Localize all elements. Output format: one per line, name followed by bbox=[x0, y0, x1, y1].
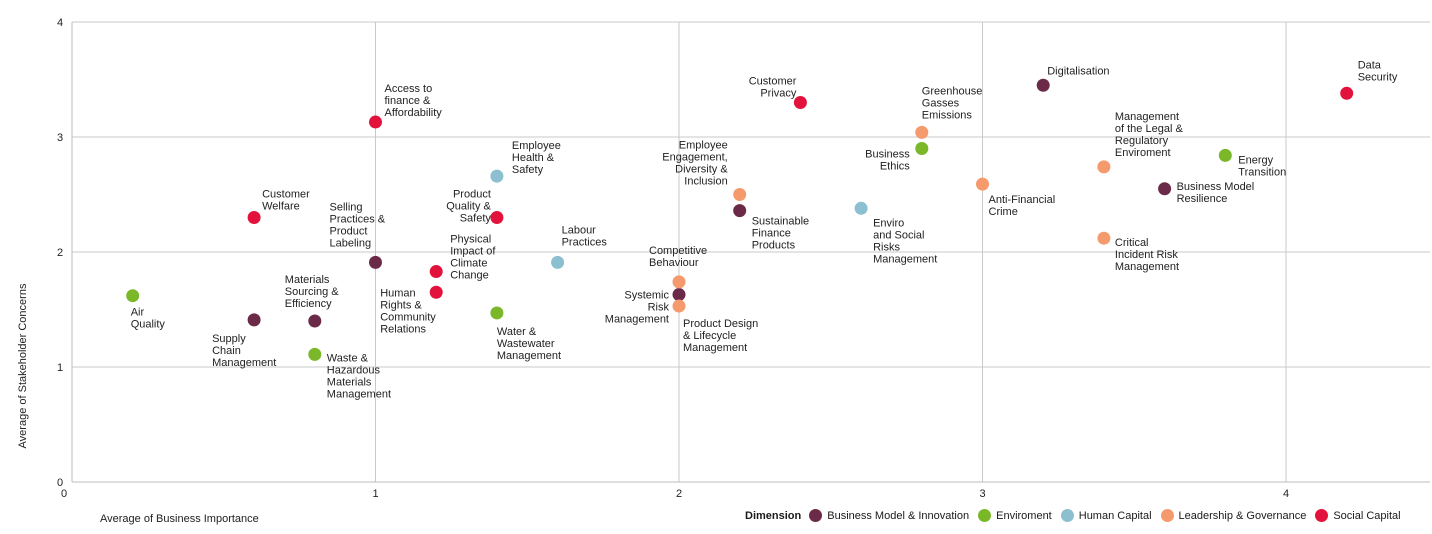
point-label: Customer Privacy bbox=[749, 76, 797, 100]
data-point bbox=[490, 211, 504, 224]
legend-label: Leadership & Governance bbox=[1178, 509, 1307, 522]
legend: Dimension Business Model & Innovation Env… bbox=[745, 509, 1410, 522]
x-tick-label: 2 bbox=[676, 488, 682, 500]
point-label: Management of the Legal & Regulatory Enviro… bbox=[1115, 111, 1184, 159]
point-label: Access to finance & Affordability bbox=[385, 83, 443, 119]
point-label: Enviro and Social Risks Management bbox=[873, 217, 937, 265]
point-label: Labour Practices bbox=[562, 224, 608, 248]
data-point bbox=[1340, 86, 1354, 100]
data-point bbox=[490, 169, 504, 183]
data-point bbox=[1036, 78, 1050, 92]
point-label: Supply Chain Management bbox=[212, 333, 276, 369]
data-point bbox=[308, 347, 322, 361]
data-point bbox=[915, 125, 929, 139]
legend-swatch bbox=[1160, 509, 1174, 522]
point-label: Business Model Resilience bbox=[1177, 181, 1255, 205]
data-point bbox=[308, 314, 322, 328]
data-point bbox=[247, 313, 261, 327]
data-point bbox=[429, 265, 443, 279]
data-point bbox=[672, 288, 686, 302]
x-tick-label: 3 bbox=[979, 488, 985, 500]
x-axis-title: Average of Business Importance bbox=[100, 513, 259, 525]
point-label: Greenhouse Gasses Emissions bbox=[922, 85, 983, 121]
y-tick-label: 2 bbox=[57, 247, 63, 259]
legend-item: Leadership & Governance bbox=[1160, 509, 1307, 522]
data-points bbox=[126, 78, 1354, 361]
point-label: Sustainable Finance Products bbox=[752, 216, 810, 252]
x-tick-label: 0 bbox=[61, 488, 67, 500]
data-point bbox=[976, 177, 989, 191]
point-label: Employee Engagement, Diversity & Inclusion bbox=[662, 140, 728, 188]
point-label: Competitive Behaviour bbox=[649, 245, 707, 269]
legend-swatch bbox=[809, 509, 823, 522]
point-label: Waste & Hazardous Materials Management bbox=[327, 352, 391, 400]
legend-swatch bbox=[1315, 509, 1329, 522]
point-label: Business Ethics bbox=[865, 149, 910, 173]
legend-items: Business Model & Innovation Enviroment Hum… bbox=[809, 509, 1409, 522]
legend-label: Human Capital bbox=[1078, 509, 1152, 522]
legend-item: Business Model & Innovation bbox=[809, 509, 969, 522]
axis-ticks: 0 1 2 3 4 0 1 2 3 4 bbox=[57, 17, 1289, 500]
point-label: Data Security bbox=[1358, 59, 1398, 83]
legend-swatch bbox=[1060, 509, 1074, 522]
y-tick-label: 0 bbox=[57, 477, 63, 489]
legend-item: Social Capital bbox=[1315, 509, 1401, 522]
point-label: Physical Impact of Climate Change bbox=[450, 234, 496, 282]
data-point bbox=[1218, 148, 1232, 162]
data-point bbox=[733, 188, 747, 201]
grid bbox=[71, 21, 1430, 483]
data-point bbox=[733, 204, 747, 218]
point-label: Product Design & Lifecycle Management bbox=[683, 318, 758, 354]
point-label: Critical Incident Risk Management bbox=[1115, 237, 1179, 273]
data-point bbox=[369, 255, 382, 269]
data-point bbox=[551, 255, 565, 269]
data-point bbox=[1158, 182, 1172, 196]
point-label: Energy Transition bbox=[1238, 154, 1286, 178]
point-label: Water & Wastewater Management bbox=[497, 326, 561, 362]
data-point bbox=[672, 275, 686, 289]
point-label: Human Rights & Community Relations bbox=[380, 287, 436, 335]
point-labels: Selling Practices & Product Labeling Supply C… bbox=[131, 59, 1398, 400]
data-point bbox=[672, 299, 686, 313]
legend-label: Social Capital bbox=[1333, 509, 1401, 522]
data-point bbox=[1097, 231, 1111, 245]
point-label: Systemic Risk Management bbox=[605, 290, 670, 326]
y-tick-label: 3 bbox=[57, 132, 63, 144]
legend-swatch bbox=[978, 509, 992, 522]
y-tick-label: 4 bbox=[57, 17, 63, 29]
data-point bbox=[490, 306, 504, 320]
point-label: Anti-Financial Crime bbox=[989, 194, 1056, 218]
legend-item: Enviroment bbox=[978, 509, 1052, 522]
x-tick-label: 1 bbox=[372, 488, 378, 500]
data-point bbox=[247, 211, 261, 224]
point-label: Materials Sourcing & Efficiency bbox=[285, 274, 339, 310]
point-label: Selling Practices & Product Labeling bbox=[330, 201, 386, 249]
data-point bbox=[854, 201, 868, 215]
data-point bbox=[126, 289, 140, 303]
legend-label: Enviroment bbox=[996, 509, 1052, 522]
legend-title: Dimension bbox=[745, 509, 802, 522]
point-label: Air Quality bbox=[131, 307, 166, 331]
point-label: Product Quality & Safety bbox=[446, 189, 491, 225]
point-label: Employee Health & Safety bbox=[512, 140, 561, 176]
data-point bbox=[1097, 160, 1111, 174]
data-point bbox=[793, 96, 807, 109]
data-point bbox=[429, 285, 443, 299]
legend-item: Human Capital bbox=[1060, 509, 1152, 522]
point-label: Customer Welfare bbox=[262, 189, 310, 213]
data-point bbox=[915, 142, 929, 155]
x-tick-label: 4 bbox=[1283, 488, 1289, 500]
point-label: Digitalisation bbox=[1047, 65, 1109, 77]
legend-label: Business Model & Innovation bbox=[827, 509, 970, 522]
y-axis-title: Average of Stakeholder Concerns bbox=[17, 283, 29, 448]
y-tick-label: 1 bbox=[57, 362, 63, 374]
data-point bbox=[369, 115, 382, 129]
